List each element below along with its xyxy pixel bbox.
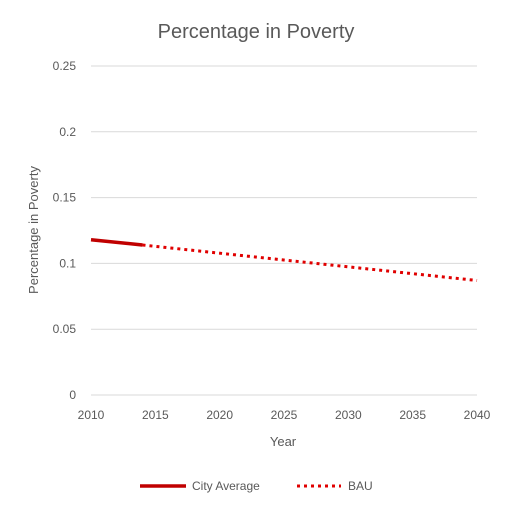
x-axis-label: Year <box>270 434 297 449</box>
x-tick-label: 2035 <box>399 408 426 422</box>
grid-lines <box>91 65 477 396</box>
y-tick-label: 0.25 <box>53 59 77 73</box>
y-axis-label: Percentage in Poverty <box>26 166 41 294</box>
y-tick-label: 0.15 <box>53 191 77 205</box>
chart-title: Percentage in Poverty <box>158 21 355 43</box>
legend-label-bau: BAU <box>348 479 373 493</box>
series-line-bau <box>142 243 478 282</box>
x-tick-label: 2020 <box>206 408 233 422</box>
x-tick-label: 2010 <box>78 408 105 422</box>
y-tick-label: 0 <box>69 388 76 402</box>
series-line-city-average <box>90 237 143 247</box>
y-tick-label: 0.05 <box>53 322 77 336</box>
x-tick-label: 2030 <box>335 408 362 422</box>
legend-label-city-average: City Average <box>192 479 260 493</box>
x-tick-label: 2015 <box>142 408 169 422</box>
x-tick-label: 2025 <box>271 408 298 422</box>
y-tick-label: 0.2 <box>59 125 76 139</box>
y-tick-label: 0.1 <box>59 256 76 270</box>
series-lines <box>90 237 478 282</box>
y-axis-ticks: 0 0.05 0.1 0.15 0.2 0.25 <box>53 59 77 402</box>
x-tick-label: 2040 <box>464 408 491 422</box>
legend: City Average BAU <box>140 479 373 493</box>
x-axis-ticks: 2010 2015 2020 2025 2030 2035 2040 <box>78 408 491 422</box>
